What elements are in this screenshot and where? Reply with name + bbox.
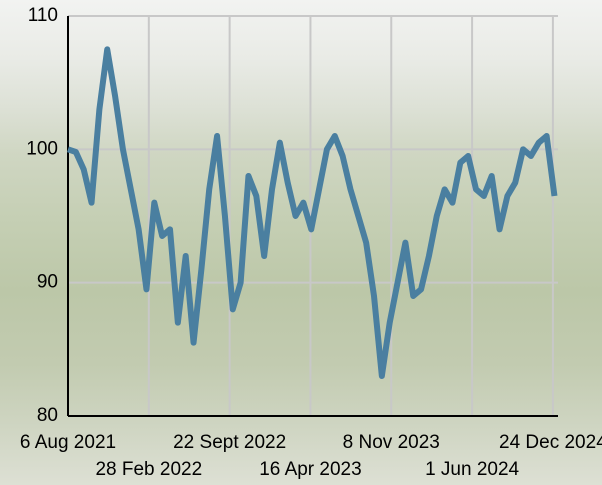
x-tick-label: 28 Feb 2022 bbox=[95, 459, 202, 480]
y-tick-label: 80 bbox=[37, 405, 58, 426]
x-tick-label: 6 Aug 2021 bbox=[20, 432, 116, 453]
x-tick-label: 24 Dec 2024 bbox=[499, 432, 602, 453]
chart: 6 Aug 2021 28 Feb 2022 22 Sept 2022 16 Apr … bbox=[0, 0, 602, 485]
x-tick-label: 8 Nov 2023 bbox=[343, 432, 440, 453]
x-tick-label: 22 Sept 2022 bbox=[173, 432, 286, 453]
y-tick-label: 110 bbox=[28, 5, 58, 26]
page: {"chart_data": {"type": "line", "x": ["2… bbox=[0, 0, 602, 485]
x-tick-label: 1 Jun 2024 bbox=[425, 459, 519, 480]
y-tick-label: 100 bbox=[26, 138, 58, 159]
y-tick-label: 90 bbox=[37, 272, 58, 293]
x-tick-label: 16 Apr 2023 bbox=[259, 459, 361, 480]
